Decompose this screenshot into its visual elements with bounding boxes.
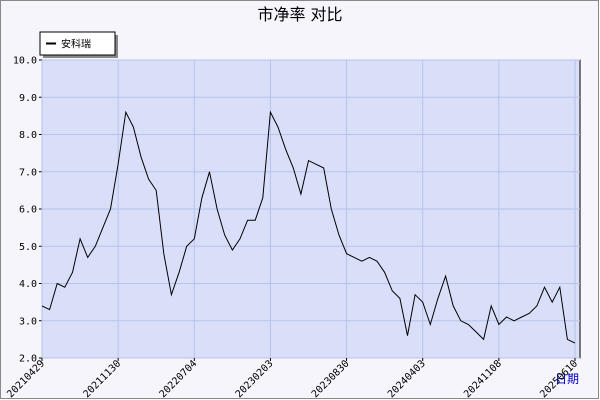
y-tick-label: 2.0 (19, 354, 37, 365)
y-tick-label: 6.0 (19, 205, 37, 216)
y-tick-label: 10.0 (13, 56, 37, 67)
legend-label: 安科瑞 (61, 38, 91, 51)
legend-box (39, 31, 116, 56)
x-axis-label: 日期 (555, 372, 579, 386)
y-tick-label: 9.0 (19, 93, 37, 104)
y-tick-label: 8.0 (19, 130, 37, 141)
chart-title: 市净率 对比 (257, 5, 342, 24)
series-line (41, 110, 576, 344)
y-tick-label: 4.0 (19, 279, 37, 290)
legend: 安科瑞 (39, 31, 118, 58)
y-tick-label: 7.0 (19, 167, 37, 178)
y-tick-label: 3.0 (19, 316, 37, 327)
y-tick-label: 5.0 (19, 242, 37, 253)
